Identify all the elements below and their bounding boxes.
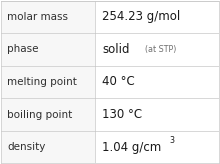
Text: (at STP): (at STP) [145, 45, 176, 54]
Text: phase: phase [7, 44, 39, 54]
Text: 1.04 g/cm: 1.04 g/cm [102, 141, 162, 154]
Bar [1, 131, 95, 163]
Bar [1, 66, 95, 98]
Text: 130 °C: 130 °C [102, 108, 143, 121]
Text: boiling point: boiling point [7, 110, 73, 120]
Text: melting point: melting point [7, 77, 77, 87]
Text: 40 °C: 40 °C [102, 75, 135, 89]
Text: solid: solid [102, 43, 130, 56]
Text: 3: 3 [169, 136, 174, 145]
Text: density: density [7, 142, 46, 152]
Text: molar mass: molar mass [7, 12, 68, 22]
Bar [1, 33, 95, 66]
Text: 254.23 g/mol: 254.23 g/mol [102, 10, 181, 23]
Bar [1, 98, 95, 131]
Bar [1, 1, 95, 33]
